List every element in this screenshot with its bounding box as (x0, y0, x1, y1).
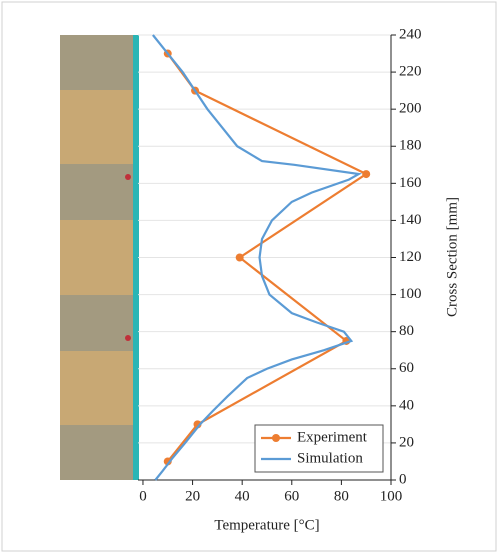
x-tick-label: 40 (235, 488, 250, 504)
legend-box (254, 424, 384, 473)
y-tick-label: 40 (399, 397, 414, 413)
point (362, 170, 371, 179)
y-tick-label: 60 (399, 360, 414, 376)
point (235, 253, 244, 262)
y-tick-label: 20 (399, 434, 414, 450)
specimen-photo (60, 35, 139, 480)
x-tick-label: 100 (380, 488, 403, 504)
x-tick-label: 80 (334, 488, 349, 504)
legend-label: Experiment (297, 429, 368, 445)
y-tick-label: 160 (399, 175, 422, 191)
legend-label: Simulation (297, 450, 363, 466)
y-tick-label: 240 (399, 26, 422, 42)
x-tick-label: 60 (284, 488, 299, 504)
y-tick-label: 140 (399, 212, 422, 228)
legend-marker (272, 434, 280, 442)
y-tick-label: 180 (399, 138, 422, 154)
y-tick-label: 120 (399, 249, 422, 265)
y-tick-label: 0 (399, 471, 407, 487)
series-line (152, 34, 363, 481)
y-tick-label: 80 (399, 323, 414, 339)
x-axis-label: Temperature [°C] (214, 517, 319, 533)
frame (1, 1, 497, 552)
x-tick-label: 0 (139, 488, 147, 504)
y-tick-label: 220 (399, 64, 422, 80)
point (163, 457, 172, 466)
y-tick-label: 200 (399, 101, 422, 117)
y-tick-label: 100 (399, 286, 422, 302)
y-axis-label: Cross Section [mm] (444, 197, 460, 317)
x-tick-label: 20 (185, 488, 200, 504)
